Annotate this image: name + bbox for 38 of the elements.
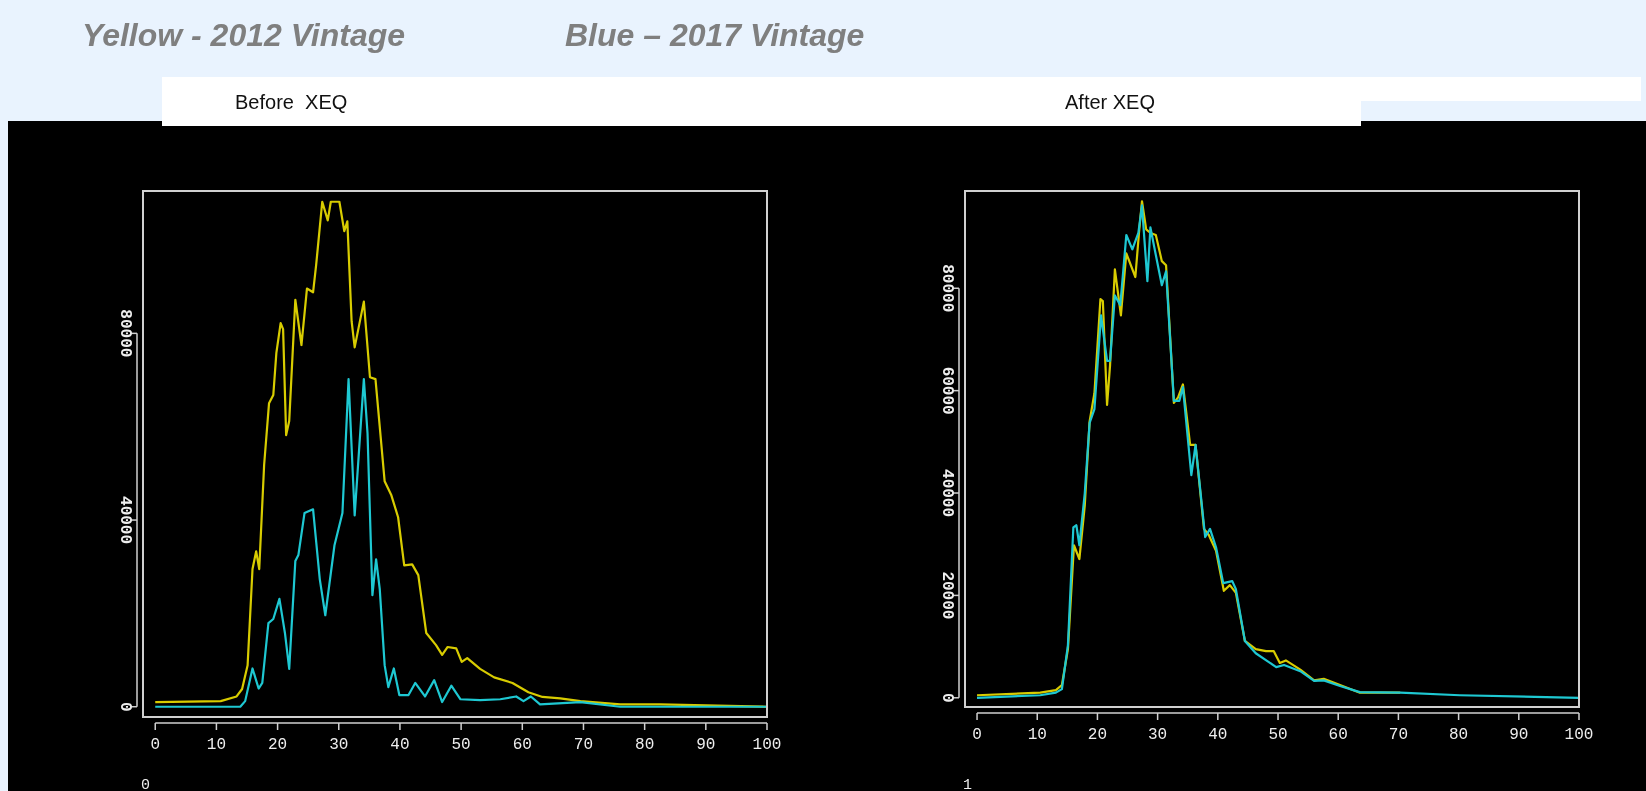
x-tick-label: 60 [512,736,532,754]
y-tick-label: 20000 [938,571,956,620]
x-tick-label: 10 [206,736,227,754]
text: Yellow - 2012 Vintage [82,17,406,53]
x-tick-label: 50 [1268,726,1288,744]
x-tick-label: 0 [972,726,982,744]
y-tick-label: 40000 [116,496,134,545]
y-tick-label: 80000 [938,264,956,313]
y-tick-label: 0 [116,701,134,712]
line-series [975,204,1581,699]
x-tick-label: 10 [1027,726,1047,744]
y-tick-label: 0 [938,692,956,703]
x-tick-label: 0 [150,736,161,754]
x-axis-title: 0 [141,777,151,791]
line-series [154,377,769,708]
chart-title: After XEQ [1064,91,1156,113]
x-tick-label: 50 [451,736,471,754]
x-tick-label: 80 [1449,726,1469,744]
x-tick-label: 40 [390,736,410,754]
x-tick-label: 70 [573,736,594,754]
x-tick-label: 20 [267,736,288,754]
x-tick-label: 30 [1148,726,1168,744]
x-tick-label: 30 [329,736,349,754]
x-tick-label: 60 [1328,726,1348,744]
x-axis-title: 1 [963,777,973,791]
x-tick-label: 100 [1564,726,1594,744]
chart-title: Before XEQ [235,91,348,113]
x-tick-label: 70 [1388,726,1409,744]
x-tick-label: 100 [752,736,782,754]
y-tick-label: 80000 [116,309,134,358]
x-tick-label: 40 [1208,726,1228,744]
x-tick-label: 80 [635,736,655,754]
y-tick-label: 40000 [938,469,956,518]
text: Blue – 2017 Vintage [565,17,865,53]
x-tick-label: 90 [1509,726,1529,744]
x-tick-label: 90 [696,736,716,754]
x-tick-label: 20 [1087,726,1108,744]
y-tick-label: 60000 [938,366,956,415]
